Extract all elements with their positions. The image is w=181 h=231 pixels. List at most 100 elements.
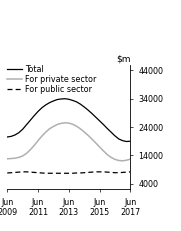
For public sector [49, 172, 51, 175]
For public sector [18, 171, 20, 173]
Total [10, 135, 12, 138]
Line: For public sector: For public sector [7, 172, 130, 173]
Total [45, 103, 47, 106]
For private sector [18, 156, 20, 159]
Total [22, 128, 24, 131]
For private sector [75, 125, 77, 128]
For private sector [22, 155, 24, 157]
Total [18, 131, 20, 134]
For private sector [49, 127, 51, 130]
For private sector [29, 148, 31, 151]
Total [64, 97, 66, 100]
For public sector [60, 172, 62, 175]
For private sector [25, 152, 28, 155]
Total [114, 134, 116, 137]
For public sector [91, 171, 93, 173]
For private sector [41, 135, 43, 137]
For private sector [110, 156, 112, 159]
Total [98, 119, 101, 122]
Total [91, 112, 93, 115]
Total [118, 138, 120, 140]
For private sector [102, 149, 104, 152]
For private sector [98, 146, 101, 148]
Total [102, 123, 104, 126]
For private sector [52, 125, 54, 128]
Total [95, 116, 97, 119]
For public sector [87, 171, 89, 174]
Total [33, 114, 35, 117]
Total [125, 140, 128, 143]
Total [121, 139, 124, 142]
For public sector [95, 170, 97, 173]
Total [71, 99, 74, 102]
Total [79, 103, 81, 106]
For private sector [71, 123, 74, 126]
Total [56, 98, 58, 101]
For private sector [79, 127, 81, 130]
For private sector [45, 131, 47, 134]
Total [14, 134, 16, 136]
For public sector [68, 172, 70, 175]
Total [25, 123, 28, 126]
Total [29, 119, 31, 122]
For public sector [102, 170, 104, 173]
For private sector [68, 122, 70, 125]
Legend: Total, For private sector, For public sector: Total, For private sector, For public se… [7, 65, 96, 94]
Text: $m: $m [116, 55, 130, 64]
Total [129, 140, 131, 143]
Total [68, 98, 70, 101]
For private sector [106, 153, 108, 156]
Total [110, 131, 112, 134]
For private sector [64, 122, 66, 124]
For public sector [83, 171, 85, 174]
For private sector [56, 123, 58, 126]
For private sector [91, 138, 93, 140]
For private sector [95, 142, 97, 144]
For public sector [56, 172, 58, 175]
For public sector [52, 172, 54, 175]
For public sector [6, 172, 8, 174]
For public sector [37, 171, 39, 174]
For public sector [64, 172, 66, 175]
For public sector [71, 172, 74, 175]
For public sector [110, 171, 112, 174]
For private sector [10, 157, 12, 160]
For public sector [125, 171, 128, 173]
Line: Total: Total [7, 99, 130, 142]
Total [87, 109, 89, 111]
For public sector [33, 171, 35, 174]
For public sector [98, 170, 101, 173]
Total [83, 106, 85, 108]
For public sector [121, 171, 124, 174]
For public sector [106, 171, 108, 173]
For public sector [10, 171, 12, 174]
Total [52, 100, 54, 102]
For public sector [114, 171, 116, 174]
For private sector [129, 158, 131, 161]
For private sector [118, 159, 120, 162]
For public sector [79, 172, 81, 174]
For private sector [87, 134, 89, 137]
For private sector [83, 131, 85, 133]
Total [6, 136, 8, 138]
For private sector [33, 144, 35, 147]
Total [37, 110, 39, 113]
Total [75, 100, 77, 103]
For public sector [22, 170, 24, 173]
For public sector [25, 170, 28, 173]
Line: For private sector: For private sector [7, 123, 130, 161]
For public sector [41, 172, 43, 174]
For private sector [121, 159, 124, 162]
Total [49, 101, 51, 104]
For public sector [29, 171, 31, 173]
Total [41, 106, 43, 109]
For private sector [14, 157, 16, 160]
For public sector [118, 171, 120, 174]
For public sector [45, 172, 47, 175]
For public sector [14, 171, 16, 174]
For public sector [129, 170, 131, 173]
For public sector [75, 172, 77, 174]
For private sector [60, 122, 62, 125]
Total [60, 98, 62, 100]
For private sector [125, 159, 128, 162]
